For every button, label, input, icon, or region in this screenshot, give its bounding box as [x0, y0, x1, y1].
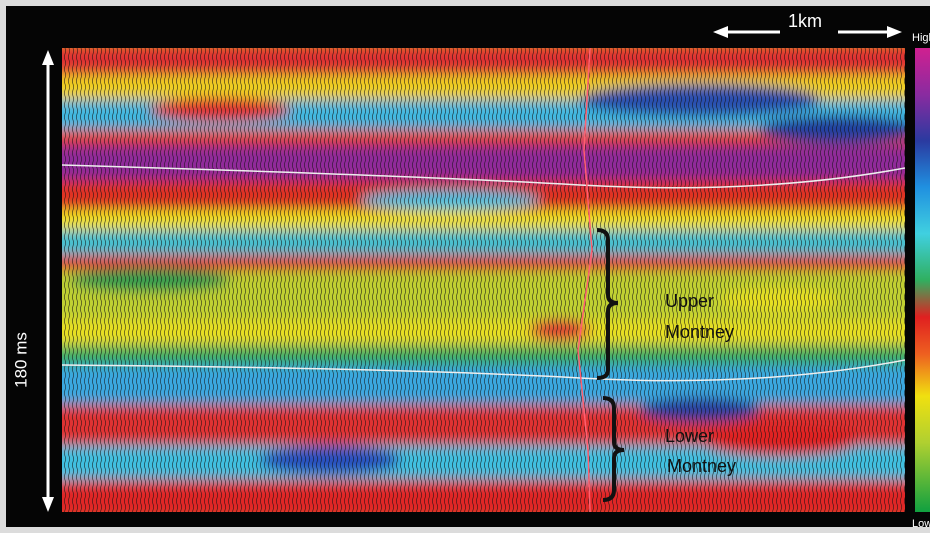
figure: High Low 1km 180 ms Upper Montney Lower …	[0, 0, 930, 533]
annotation-line: Montney	[667, 456, 736, 476]
annotation-line: Lower	[665, 426, 714, 446]
time-axis-label: 180 ms	[11, 332, 30, 388]
scale-bar-label: 1km	[788, 11, 822, 31]
annotation-line: Montney	[665, 322, 734, 342]
seismic-image	[40, 45, 930, 520]
colorbar	[915, 48, 930, 512]
seismic-section: High Low 1km 180 ms Upper Montney Lower …	[0, 0, 930, 533]
annotation-line: Upper	[665, 291, 714, 311]
colorbar-high: High	[912, 32, 930, 44]
colorbar-low: Low	[912, 518, 930, 530]
